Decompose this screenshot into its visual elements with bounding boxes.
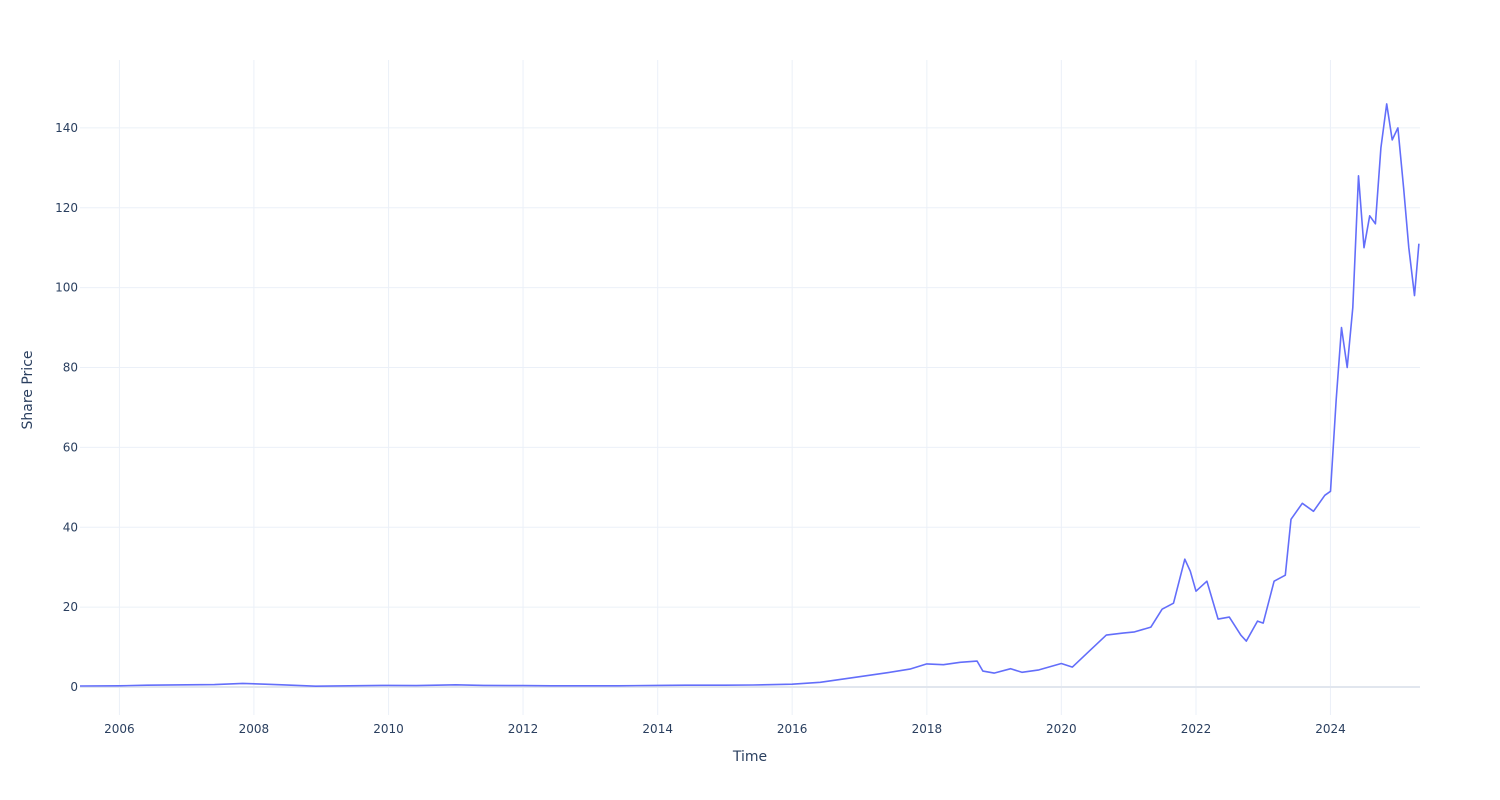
y-axis-title: Share Price (20, 350, 36, 429)
series-layer (79, 103, 1420, 688)
x-tick-label: 2008 (239, 722, 270, 736)
x-tick-label: 2016 (777, 722, 808, 736)
share-price-line (79, 103, 1420, 688)
y-tick-labels: 0 20 40 60 80 100 120 140 (55, 121, 78, 694)
y-tick-label: 100 (55, 281, 78, 295)
x-tick-label: 2014 (642, 722, 673, 736)
x-axis-title: Time (732, 749, 767, 765)
y-tick-label: 20 (63, 600, 78, 614)
y-tick-label: 80 (63, 361, 78, 375)
y-tick-label: 60 (63, 440, 78, 454)
x-tick-label: 2022 (1181, 722, 1212, 736)
x-tick-label: 2020 (1046, 722, 1077, 736)
grid-layer (80, 60, 1420, 715)
y-tick-label: 120 (55, 201, 78, 215)
y-tick-label: 140 (55, 121, 78, 135)
x-tick-label: 2018 (912, 722, 943, 736)
x-tick-label: 2024 (1315, 722, 1346, 736)
x-tick-labels: 2006 2008 2010 2012 2014 2016 2018 2020 2022 2024 (104, 722, 1346, 736)
y-tick-label: 40 (63, 520, 78, 534)
x-tick-label: 2006 (104, 722, 135, 736)
x-tick-label: 2012 (508, 722, 539, 736)
y-tick-label: 0 (70, 680, 78, 694)
x-tick-label: 2010 (373, 722, 404, 736)
